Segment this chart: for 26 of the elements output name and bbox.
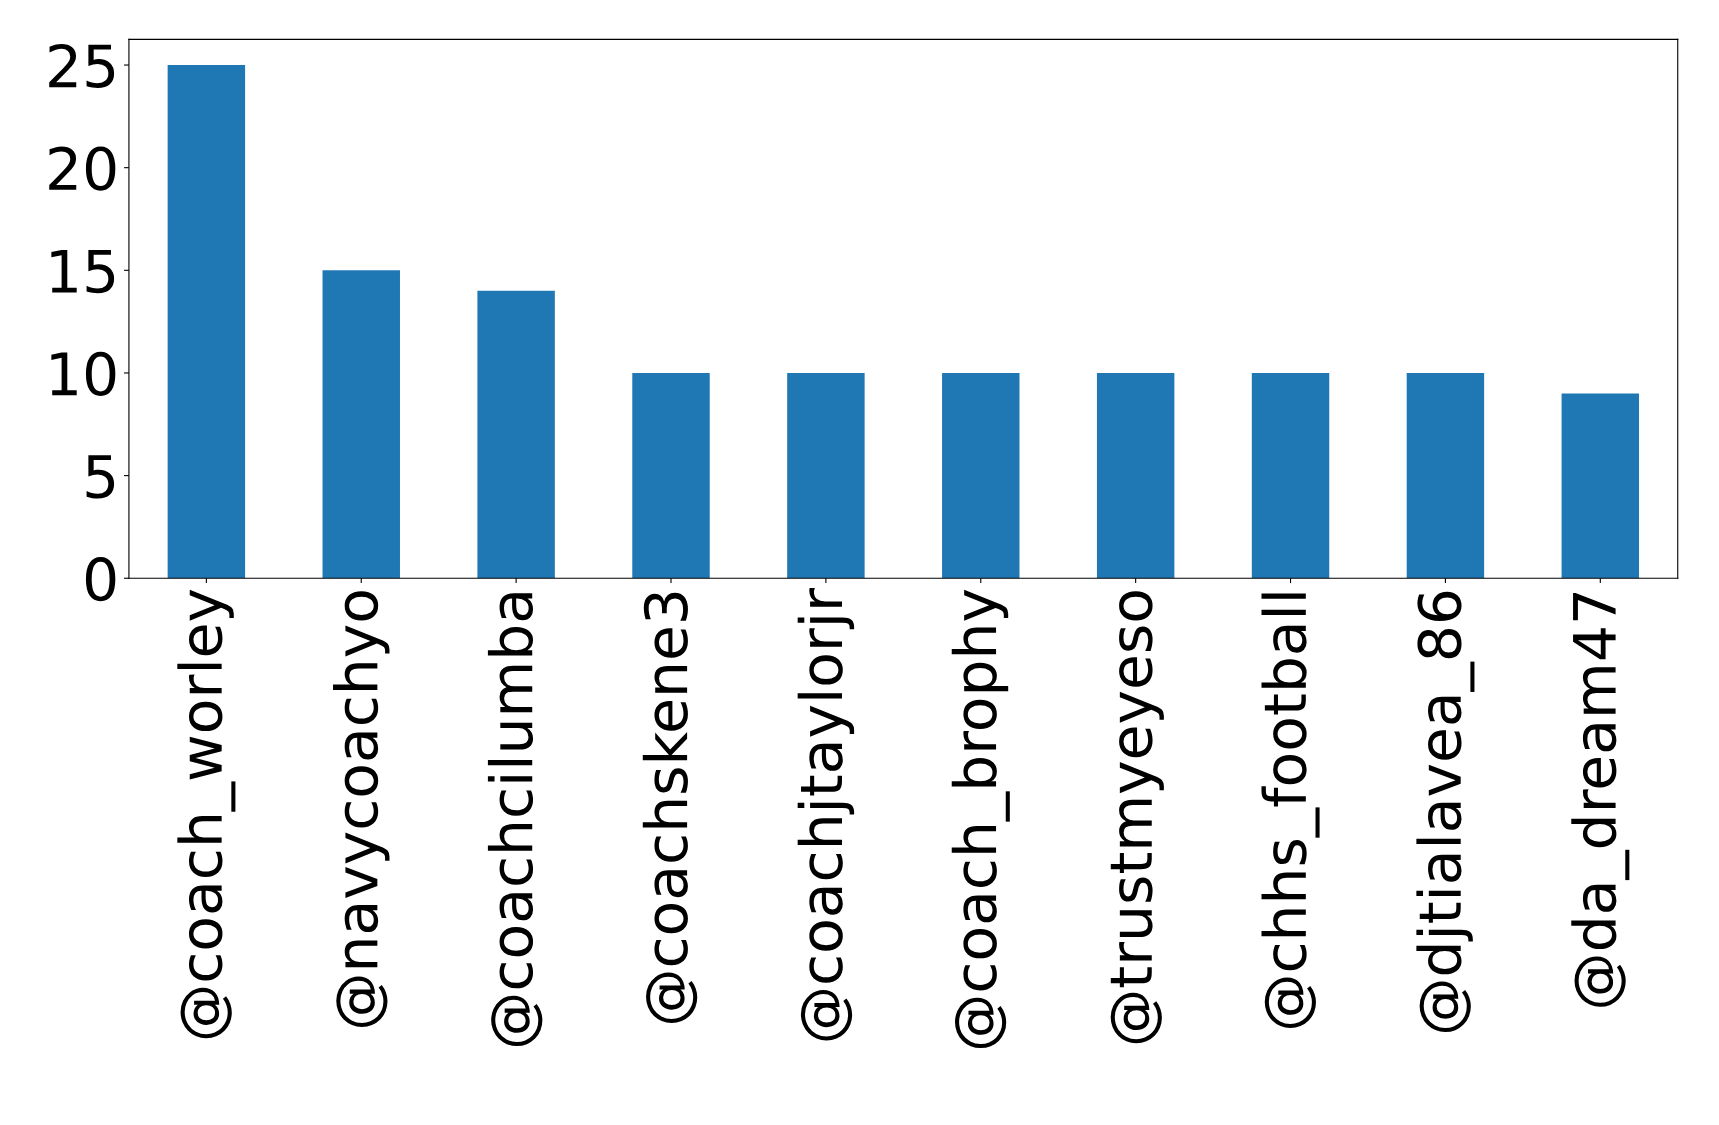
bar: [322, 270, 400, 579]
x-tick-label: @da_dream47: [1571, 592, 1630, 1007]
bar: [1406, 372, 1485, 579]
bar: [477, 290, 555, 579]
y-tick-label: 10: [51, 351, 116, 396]
bar: [1561, 393, 1640, 579]
bar: [167, 65, 246, 579]
x-tick-label: @coachskene3: [642, 592, 698, 1023]
x-tick-label: @chhs_football: [1261, 593, 1320, 1029]
y-tick-label: 0: [85, 557, 116, 602]
x-tick-label: @trustmyeyeso: [1110, 591, 1164, 1044]
x-tick-label: @navycoachyo: [333, 591, 390, 1027]
bar: [1251, 372, 1330, 579]
bar: [632, 372, 710, 579]
bar: [942, 372, 1020, 579]
x-tick-label: @coachcilumba: [487, 593, 543, 1047]
y-tick-label: 15: [51, 249, 115, 294]
bar: [1096, 372, 1175, 579]
y-tick-label: 25: [49, 43, 115, 89]
y-tick-label: 20: [49, 146, 116, 191]
bar: [787, 372, 865, 579]
y-tick-label: 5: [86, 455, 115, 499]
x-tick-label: @coach_brophy: [951, 589, 1010, 1049]
x-tick-label: @djtialavea_86: [1416, 591, 1475, 1033]
x-tick-label: @coachjtaylorjr: [797, 587, 855, 1041]
x-tick-label: @coach_worley: [177, 589, 236, 1039]
